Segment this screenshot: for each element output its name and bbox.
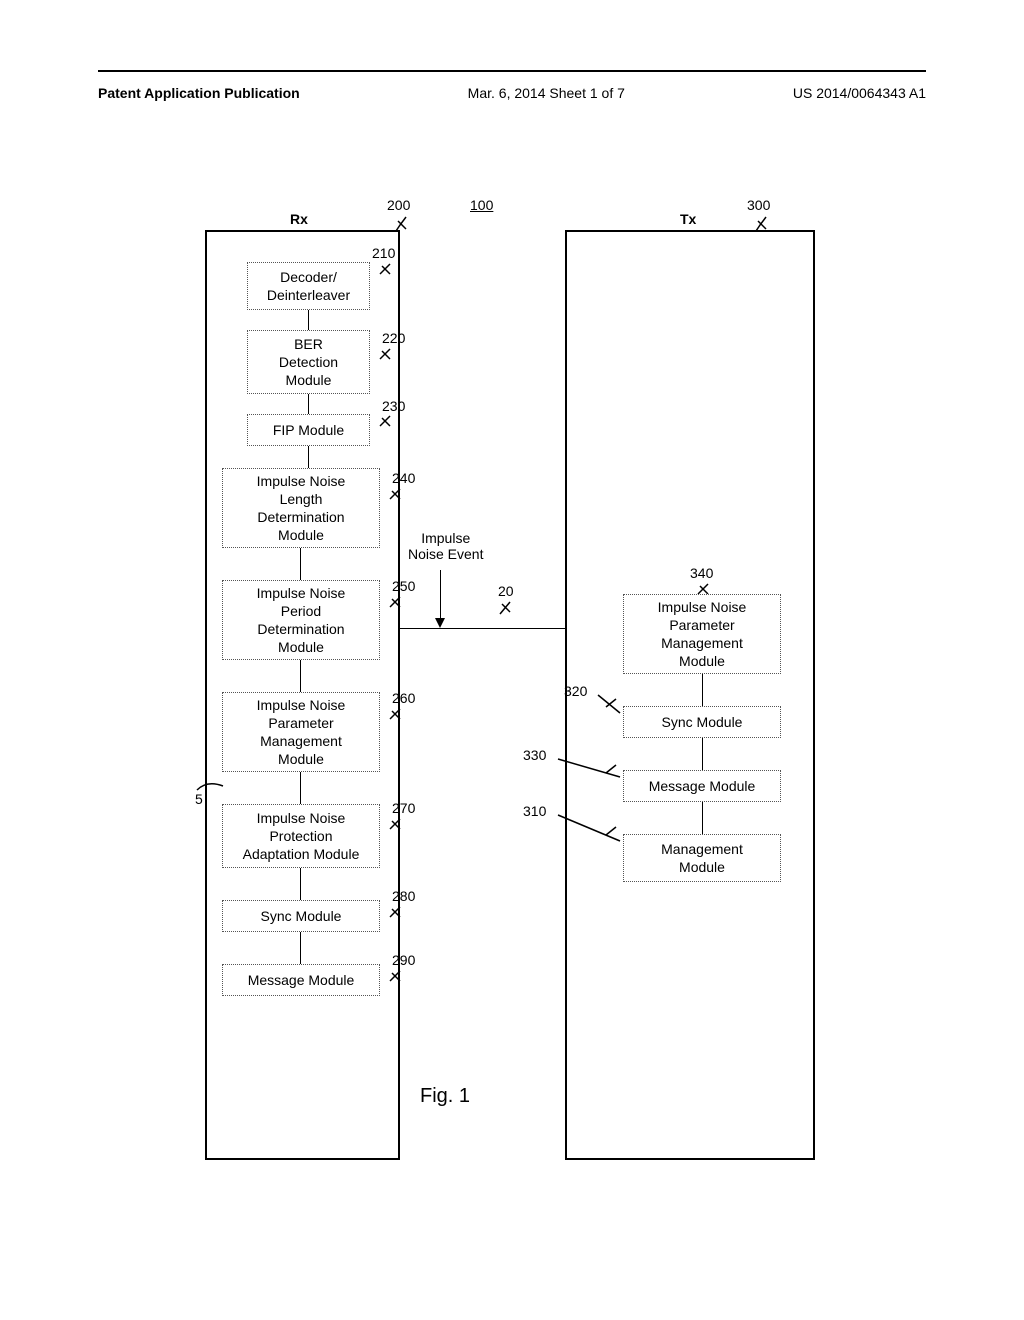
module-message-rx: Message Module [222, 964, 380, 996]
tick-icon [388, 595, 402, 609]
tick-icon [388, 969, 402, 983]
connector-line [300, 660, 301, 692]
tx-title: Tx [680, 211, 696, 227]
tick-icon [498, 600, 512, 616]
ref-290: 290 [392, 952, 415, 968]
rx-title: Rx [290, 211, 308, 227]
ref-320: 320 [564, 683, 587, 699]
module-sync-tx: Sync Module [623, 706, 781, 738]
ref-230: 230 [382, 398, 405, 414]
ref-280: 280 [392, 888, 415, 904]
arc-icon [195, 780, 225, 792]
tick-icon [596, 693, 622, 715]
tick-icon [388, 487, 402, 501]
connector-line [300, 772, 301, 804]
module-impulse-noise-length: Impulse Noise Length Determination Modul… [222, 468, 380, 548]
module-impulse-noise-protection-adapt: Impulse Noise Protection Adaptation Modu… [222, 804, 380, 868]
ref-210: 210 [372, 245, 395, 261]
figure-caption: Fig. 1 [420, 1085, 470, 1108]
ref-20: 20 [498, 583, 514, 599]
module-decoder-deinterleaver: Decoder/ Deinterleaver [247, 262, 370, 310]
tick-icon [378, 414, 392, 428]
module-sync-rx: Sync Module [222, 900, 380, 932]
impulse-noise-event-label: Impulse Noise Event [408, 530, 483, 562]
ref-260: 260 [392, 690, 415, 706]
module-impulse-noise-parameter-mgmt-tx: Impulse Noise Parameter Management Modul… [623, 594, 781, 674]
ref-5: 5 [195, 791, 203, 807]
ref-300: 300 [747, 197, 770, 213]
module-ber-detection: BER Detection Module [247, 330, 370, 394]
bridge-line [400, 628, 565, 629]
ref-270: 270 [392, 800, 415, 816]
connector-line [702, 674, 703, 706]
connector-line [702, 802, 703, 834]
module-impulse-noise-period: Impulse Noise Period Determination Modul… [222, 580, 380, 660]
arrowhead-down-icon [435, 618, 445, 628]
connector-line [308, 394, 309, 414]
ref-240: 240 [392, 470, 415, 486]
ref-310: 310 [523, 803, 546, 819]
module-management-tx: Management Module [623, 834, 781, 882]
tick-icon [556, 757, 622, 779]
module-fip: FIP Module [247, 414, 370, 446]
connector-line [300, 932, 301, 964]
connector-line [702, 738, 703, 770]
tick-icon [378, 262, 392, 276]
tick-icon [388, 707, 402, 721]
ref-340: 340 [690, 565, 713, 581]
module-impulse-noise-parameter-mgmt-rx: Impulse Noise Parameter Management Modul… [222, 692, 380, 772]
module-message-tx: Message Module [623, 770, 781, 802]
tick-icon [388, 905, 402, 919]
ref-100: 100 [470, 197, 493, 213]
connector-line [300, 548, 301, 580]
ref-200: 200 [387, 197, 410, 213]
connector-line [308, 310, 309, 330]
ref-330: 330 [523, 747, 546, 763]
tick-icon [378, 347, 392, 361]
arrow-line [440, 570, 441, 618]
figure-1: 100 200 Rx 300 Tx Decoder/ Deinterleaver… [0, 0, 1024, 1320]
connector-line [308, 446, 309, 468]
ref-220: 220 [382, 330, 405, 346]
tick-icon [388, 817, 402, 831]
tick-icon [556, 813, 622, 843]
connector-line [300, 868, 301, 900]
ref-250: 250 [392, 578, 415, 594]
